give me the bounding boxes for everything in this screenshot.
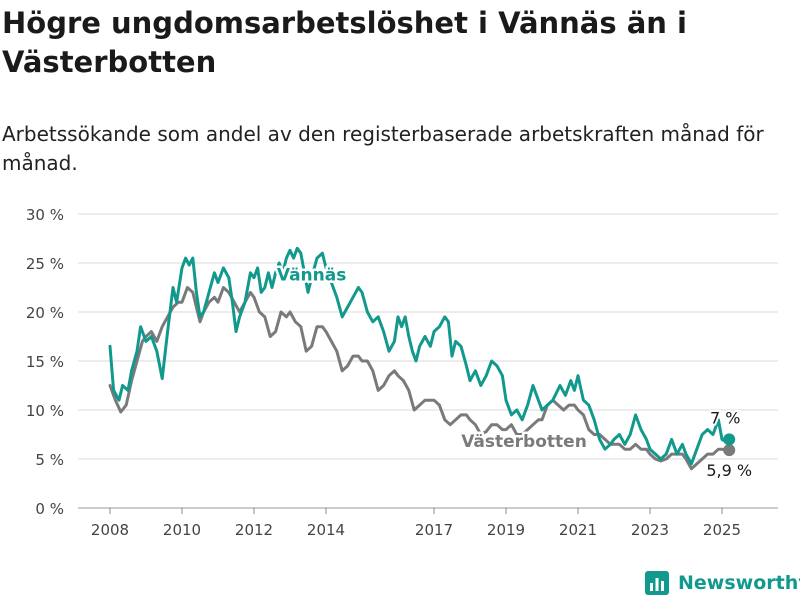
vasterbotten-line xyxy=(108,286,731,471)
gridlines xyxy=(78,213,778,509)
y-axis-ticks: 0 % 5 % 10 % 15 % 20 % 25 % 30 % xyxy=(26,206,64,518)
y-tick-label: 5 % xyxy=(35,451,64,469)
x-tick-label: 2023 xyxy=(631,521,669,539)
series-lines xyxy=(108,246,736,471)
y-tick-label: 0 % xyxy=(35,500,64,518)
x-axis-ticks: 2008 2010 2012 2014 2017 2019 2021 2023 2025 xyxy=(91,508,741,539)
series-labels: Vännäs Västerbotten 7 % 5,9 % xyxy=(274,263,754,482)
vannas-series-label: Vännäs xyxy=(277,266,347,286)
vasterbotten-end-point xyxy=(723,444,736,457)
vannas-end-label: 7 % xyxy=(710,408,740,427)
y-tick-label: 10 % xyxy=(26,402,64,420)
chart-title: Högre ungdomsarbetslöshet i Vännäs än i … xyxy=(2,6,687,79)
line-chart: 0 %5 %10 %15 %20 %25 %30 % 2008 2010 2012 2… xyxy=(26,206,778,539)
y-tick-label: 30 % xyxy=(26,206,64,224)
y-tick-label: 15 % xyxy=(26,353,64,371)
vasterbotten-end-label: 5,9 % xyxy=(706,461,752,480)
x-tick-label: 2010 xyxy=(163,521,201,539)
x-tick-label: 2021 xyxy=(559,521,597,539)
x-tick-label: 2014 xyxy=(307,521,345,539)
newsworthy-logo: Newsworthy xyxy=(644,568,800,598)
y-tick-label: 20 % xyxy=(26,304,64,322)
chart-subtitle: Arbetssökande som andel av den registerb… xyxy=(2,122,764,175)
vannas-end-point xyxy=(723,433,736,446)
x-tick-label: 2025 xyxy=(703,521,741,539)
x-tick-label: 2017 xyxy=(415,521,453,539)
brand-name: Newsworthy xyxy=(678,572,800,594)
bar-chart-icon xyxy=(645,571,669,595)
x-tick-label: 2008 xyxy=(91,521,129,539)
x-tick-label: 2012 xyxy=(235,521,273,539)
vasterbotten-series-label: Västerbotten xyxy=(461,432,587,452)
x-tick-label: 2019 xyxy=(487,521,525,539)
y-tick-label: 25 % xyxy=(26,255,64,273)
vannas-line xyxy=(108,246,731,466)
